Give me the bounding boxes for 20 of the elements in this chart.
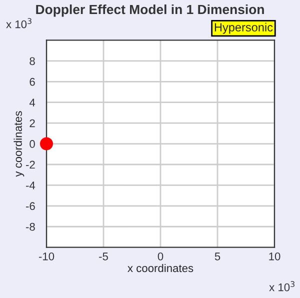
y-tick-label: -8 [26, 222, 35, 231]
x-tick-label: 0 [158, 252, 164, 260]
text: x 10$^{3}$ [269, 281, 294, 292]
y-tick-label: 8 [30, 57, 35, 66]
y-tick-label: 2 [30, 119, 35, 128]
y-tick-label: 4 [29, 98, 36, 106]
y-tick-label: 6 [30, 78, 35, 86]
y-tick-label: 0 [30, 140, 35, 148]
y-tick-label: -4 [26, 182, 36, 190]
x-tick-label: -5 [99, 252, 108, 260]
chart-title: Doppler Effect Model in 1 Dimension [36, 4, 264, 17]
x-tick-label: 5 [214, 252, 220, 260]
y-tick-label: -2 [26, 160, 35, 169]
x-axis-title: x coordinates [128, 264, 194, 272]
text: Hypersonic [214, 22, 273, 34]
x-tick-label: -10 [38, 252, 54, 260]
y-axis-title: y coordinates [14, 111, 24, 177]
y-tick-label: -6 [26, 202, 35, 210]
text: x 10$^{3}$ [6, 18, 32, 28]
x-tick-label: 10 [269, 252, 280, 260]
